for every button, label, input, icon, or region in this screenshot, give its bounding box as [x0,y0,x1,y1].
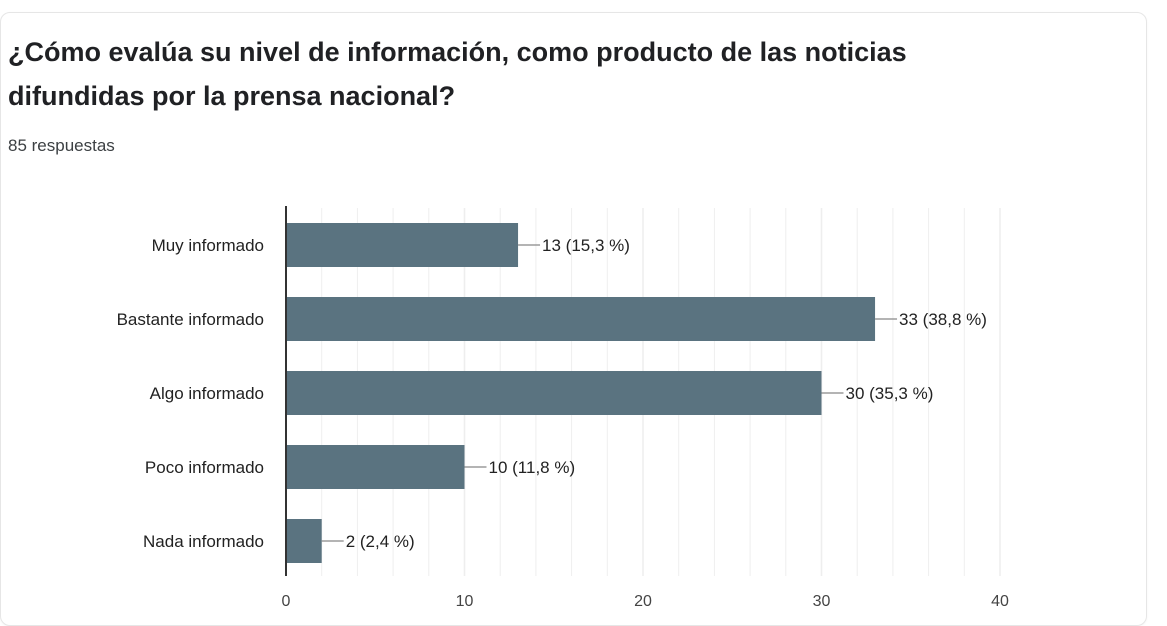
data-label: 2 (2,4 %) [346,532,415,551]
data-label: 33 (38,8 %) [899,310,987,329]
bar [286,445,465,489]
data-label: 13 (15,3 %) [542,236,630,255]
x-tick-label: 20 [634,593,652,610]
bar [286,519,322,563]
question-title: ¿Cómo evalúa su nivel de información, co… [8,37,907,111]
bar [286,297,876,341]
x-tick-label: 10 [456,593,474,610]
category-label: Algo informado [150,384,264,403]
data-label: 10 (11,8 %) [489,458,576,477]
bar-chart: 13 (15,3 %) Muy informado 33 (38,8 %) Basta… [117,206,1009,610]
category-label: Bastante informado [117,310,264,329]
x-tick-label: 30 [813,593,831,610]
bar [286,223,519,267]
category-label: Poco informado [145,458,264,477]
data-label: 30 (35,3 %) [846,384,934,403]
category-label: Muy informado [152,236,264,255]
response-count: 85 respuestas [8,136,115,155]
category-label: Nada informado [143,532,264,551]
x-tick-label: 40 [991,593,1009,610]
bar [286,371,822,415]
x-tick-label: 0 [282,593,291,610]
